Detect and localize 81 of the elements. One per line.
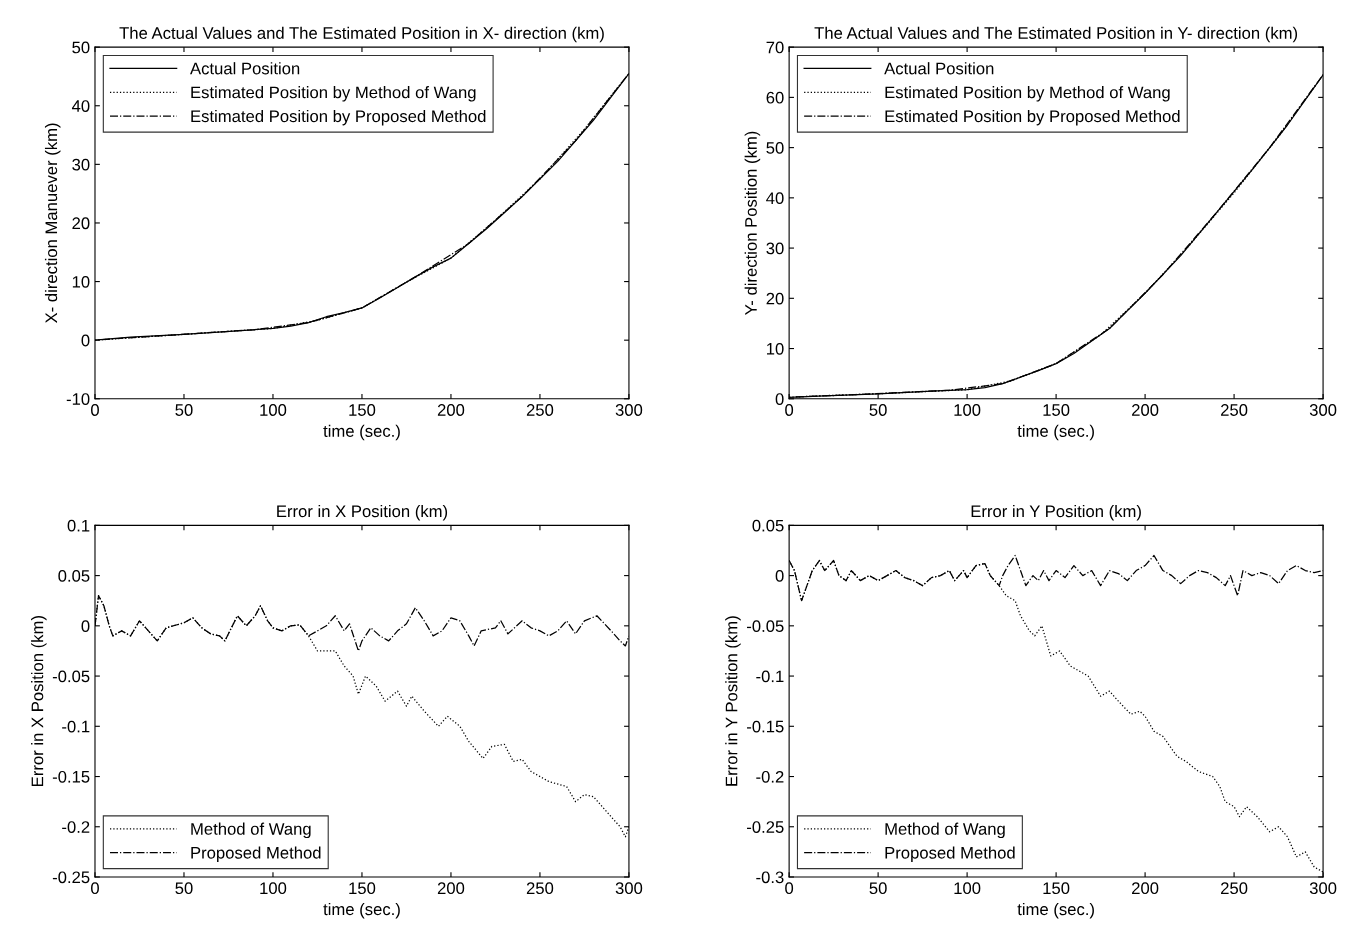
- legend-label: Estimated Position by Method of Wang: [885, 86, 1170, 102]
- x-axis-title: time (sec.): [323, 424, 400, 441]
- y-tick-label: -0.15: [747, 720, 784, 733]
- x-tick-label: 250: [526, 404, 554, 416]
- x-tick-label: 100: [954, 404, 981, 416]
- y-axis-title: Error in X Position (km): [31, 616, 47, 786]
- x-tick-label: 300: [1309, 882, 1337, 895]
- x-tick-label: 50: [175, 404, 193, 416]
- legend-label: Actual Position: [884, 62, 994, 75]
- y-tick-label: -0.25: [52, 871, 90, 884]
- x-tick-label: 250: [526, 882, 554, 895]
- legend-label: Proposed Method: [885, 846, 1015, 862]
- y-axis-title: X- direction Manuever (km): [44, 123, 61, 324]
- legend-label: Actual Position: [190, 62, 300, 75]
- x-tick-label: 300: [1309, 404, 1337, 416]
- y-tick-label: 20: [72, 217, 90, 230]
- y-tick-label: -10: [66, 393, 90, 405]
- y-tick-label: -0.05: [747, 620, 784, 633]
- legend-label: Estimated Position by Method of Wang: [191, 86, 476, 102]
- x-axis-title: time (sec.): [323, 902, 400, 919]
- x-tick-label: 50: [175, 882, 193, 895]
- x-tick-label: 250: [1221, 404, 1248, 416]
- y-tick-label: 0.1: [67, 519, 90, 532]
- y-tick-label: -0.15: [52, 770, 90, 783]
- x-axis-title: time (sec.): [1017, 902, 1094, 919]
- chart-title: The Actual Values and The Estimated Position in X- direction (km): [119, 26, 604, 43]
- x-tick-label: 200: [437, 882, 465, 895]
- x-tick-label: 200: [1132, 882, 1159, 895]
- y-tick-label: 0: [775, 570, 784, 582]
- y-tick-label: 40: [71, 100, 90, 112]
- y-tick-label: -0.1: [62, 720, 90, 733]
- y-tick-label: -0.3: [756, 871, 784, 884]
- y-tick-label: 50: [766, 142, 784, 154]
- y-tick-label: 0: [775, 393, 784, 405]
- x-tick-label: 0: [785, 404, 794, 416]
- y-tick-label: 40: [766, 192, 784, 205]
- legend-label: Proposed Method: [191, 846, 321, 862]
- y-tick-label: -0.2: [62, 821, 90, 833]
- y-tick-label: 30: [766, 242, 784, 255]
- legend-label: Method of Wang: [885, 822, 1005, 839]
- y-tick-label: -0.05: [52, 670, 90, 683]
- legend-label: Estimated Position by Proposed Method: [191, 109, 486, 126]
- x-tick-label: 150: [349, 882, 376, 895]
- x-tick-label: 150: [349, 404, 376, 416]
- y-tick-label: -0.25: [747, 821, 784, 833]
- y-tick-label: 50: [72, 41, 90, 54]
- x-tick-label: 0: [785, 882, 794, 895]
- y-tick-label: 10: [767, 342, 784, 355]
- legend-label: Estimated Position by Proposed Method: [885, 109, 1180, 126]
- chart-title: Error in Y Position (km): [971, 504, 1141, 521]
- y-axis-title: Error in Y Position (km): [725, 616, 741, 786]
- x-tick-label: 250: [1221, 882, 1248, 895]
- x-tick-label: 0: [91, 882, 99, 895]
- x-tick-label: 200: [1132, 404, 1159, 416]
- y-tick-label: 0.05: [58, 570, 90, 582]
- y-tick-label: 70: [766, 41, 784, 54]
- legend-label: Method of Wang: [191, 822, 311, 839]
- chart-title: The Actual Values and The Estimated Position in Y- direction (km): [814, 26, 1298, 43]
- y-axis-title: Y- direction Position (km): [744, 131, 761, 315]
- y-tick-label: -0.2: [756, 770, 784, 783]
- y-tick-label: 0: [81, 334, 90, 347]
- chart-title: Error in X Position (km): [277, 504, 448, 521]
- y-tick-label: 0: [81, 620, 90, 633]
- y-tick-label: 10: [72, 275, 90, 288]
- x-tick-label: 50: [869, 882, 887, 895]
- y-tick-label: 20: [766, 292, 784, 305]
- y-tick-label: 30: [72, 158, 90, 171]
- x-tick-label: 100: [260, 882, 287, 895]
- x-tick-label: 200: [437, 404, 465, 416]
- y-tick-label: 0.05: [752, 519, 784, 532]
- x-axis-title: time (sec.): [1017, 424, 1094, 441]
- y-tick-label: -0.1: [756, 670, 784, 683]
- x-tick-label: 300: [615, 404, 643, 416]
- x-tick-label: 100: [260, 404, 287, 416]
- x-tick-label: 100: [954, 882, 981, 895]
- x-tick-label: 150: [1043, 882, 1070, 895]
- x-tick-label: 50: [869, 404, 887, 416]
- x-tick-label: 0: [91, 404, 99, 416]
- y-tick-label: 60: [766, 91, 784, 104]
- x-tick-label: 150: [1043, 404, 1070, 416]
- x-tick-label: 300: [615, 882, 643, 895]
